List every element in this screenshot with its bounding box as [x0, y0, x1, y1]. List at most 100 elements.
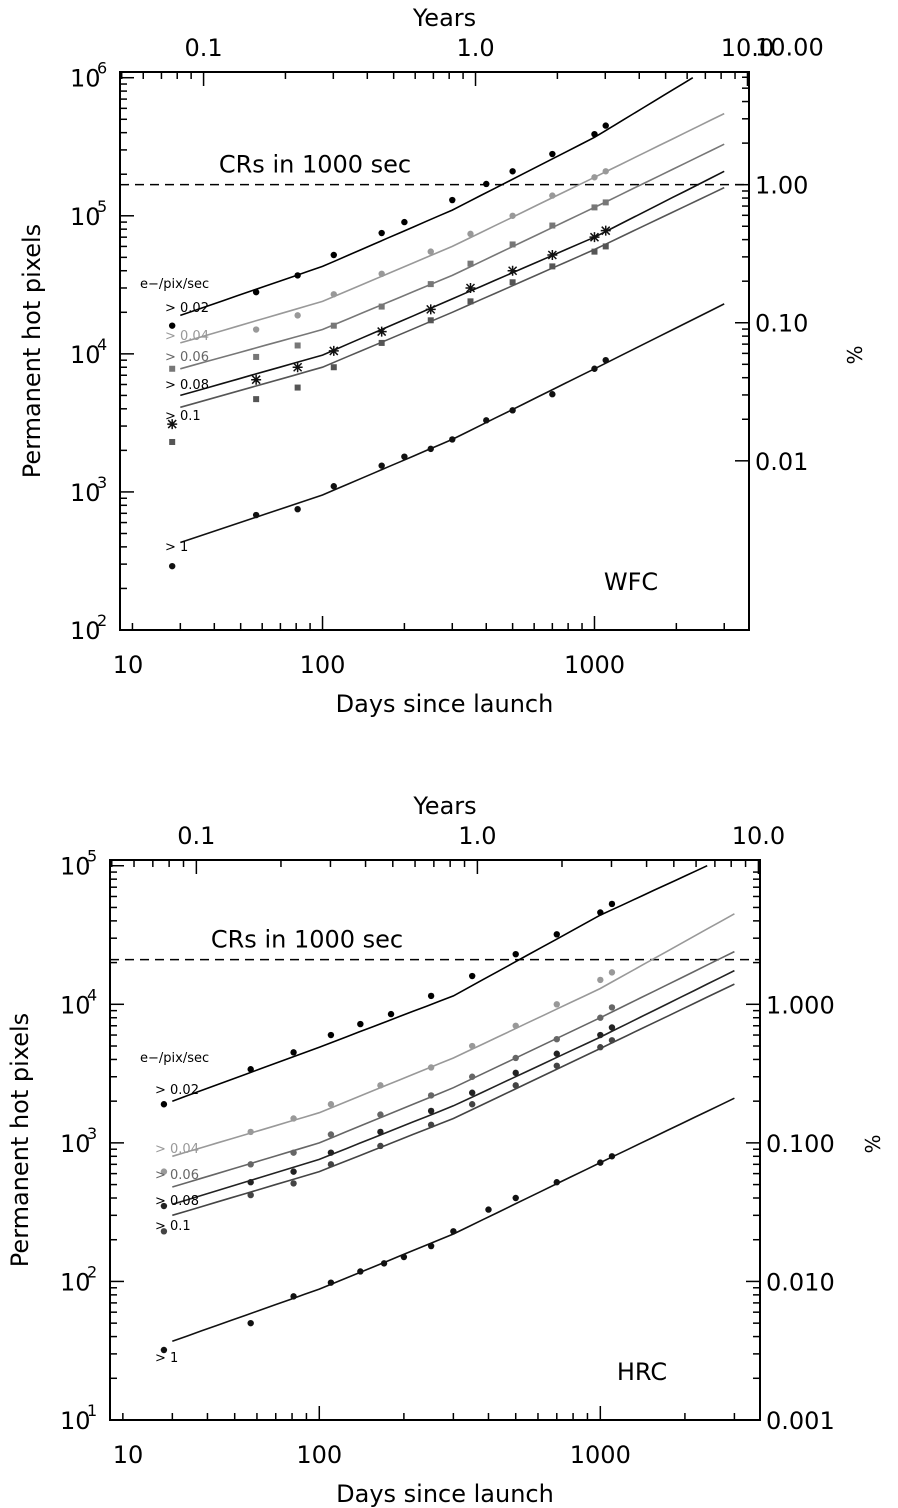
data-point: [247, 1066, 254, 1073]
data-point: [591, 248, 598, 255]
y-tick-label: 10: [70, 65, 101, 93]
data-point: [377, 1111, 384, 1118]
x-axis-label: Days since launch: [336, 1480, 554, 1508]
data-point: [427, 1107, 435, 1115]
y-tick-exponent: 4: [87, 985, 97, 1004]
cr-reference-label: CRs in 1000 sec: [211, 926, 403, 954]
legend-label: > 0.02: [165, 301, 209, 316]
y2-tick-label: 10.00: [755, 34, 824, 62]
data-point: [512, 950, 519, 958]
data-point: [468, 972, 476, 980]
y-tick-exponent: 1: [87, 1401, 97, 1420]
y-tick-label: 10: [60, 1130, 91, 1158]
data-point: [547, 249, 558, 260]
data-point: [160, 1101, 168, 1108]
data-point: [357, 1020, 364, 1028]
data-point: [330, 291, 337, 298]
data-point: [608, 1037, 616, 1044]
y2-axis-label: %: [843, 345, 867, 364]
data-point: [290, 1293, 297, 1300]
series-5: [160, 1097, 735, 1354]
data-point: [378, 462, 385, 469]
data-point: [290, 1149, 297, 1156]
data-point: [330, 322, 337, 329]
data-point: [427, 1121, 435, 1129]
y-tick-label: 10: [70, 203, 101, 231]
data-point: [468, 1101, 476, 1108]
legend-label: > 0.06: [155, 1168, 199, 1183]
data-point: [327, 1031, 335, 1039]
data-point: [467, 298, 474, 305]
data-point: [378, 339, 385, 346]
fit-line: [172, 864, 708, 1102]
y-tick-exponent: 5: [97, 197, 107, 216]
series-3: [167, 170, 725, 430]
data-point: [602, 243, 609, 250]
top-tick-label: 1.0: [456, 34, 494, 62]
data-point: [247, 1191, 254, 1199]
x-tick-label: 100: [300, 651, 346, 679]
series-1: [180, 112, 725, 344]
data-point: [160, 1202, 168, 1210]
data-point: [427, 281, 434, 288]
data-point: [449, 436, 456, 443]
y2-tick-label: 0.001: [766, 1407, 835, 1435]
data-point: [427, 317, 434, 324]
data-point: [591, 130, 598, 138]
data-point: [327, 1149, 335, 1156]
data-point: [292, 362, 303, 373]
y2-tick-label: 0.10: [755, 310, 808, 338]
data-point: [378, 229, 385, 237]
top-axis-label: Years: [412, 4, 476, 32]
fit-line: [180, 77, 694, 317]
legend-label: > 0.04: [165, 329, 209, 344]
data-point: [589, 232, 600, 243]
fit-line: [172, 1097, 735, 1343]
data-point: [327, 1101, 335, 1108]
legend-label: > 0.1: [155, 1219, 191, 1234]
top-axis-label: Years: [412, 792, 476, 820]
legend-label: > 1: [155, 1351, 178, 1366]
data-point: [512, 1194, 519, 1202]
y-tick-exponent: 3: [97, 473, 107, 492]
legend-label: > 0.1: [165, 409, 201, 424]
data-point: [168, 322, 176, 329]
data-point: [485, 1206, 492, 1213]
data-point: [160, 1346, 168, 1354]
plot-frame: [119, 71, 750, 631]
data-point: [327, 1131, 335, 1138]
y-tick-label: 10: [60, 1407, 91, 1435]
data-point: [553, 1001, 560, 1008]
fit-line: [172, 913, 735, 1158]
data-point: [294, 312, 301, 319]
data-point: [427, 1092, 435, 1099]
legend-title: e−/pix/sec: [140, 1051, 209, 1066]
data-point: [427, 1064, 435, 1071]
data-point: [512, 1022, 519, 1029]
data-point: [600, 225, 611, 236]
data-point: [401, 218, 408, 226]
data-point: [160, 1168, 168, 1175]
top-tick-label: 10.0: [732, 822, 785, 850]
data-point: [468, 1089, 476, 1096]
data-point: [294, 342, 301, 349]
top-tick-label: 10.0: [721, 34, 774, 62]
data-point: [247, 1128, 254, 1136]
data-point: [252, 288, 260, 296]
data-point: [168, 562, 176, 570]
data-point: [468, 1073, 476, 1080]
y-tick-label: 10: [70, 617, 101, 645]
data-point: [427, 992, 435, 1000]
y2-tick-label: 0.010: [766, 1268, 835, 1296]
data-point: [549, 391, 556, 398]
data-point: [597, 1044, 604, 1051]
data-point: [380, 1260, 388, 1267]
y2-tick-label: 0.100: [766, 1130, 835, 1158]
y-tick-label: 10: [70, 479, 101, 507]
data-point: [591, 365, 598, 372]
data-point: [252, 511, 260, 519]
data-point: [330, 251, 337, 259]
fit-line: [180, 170, 725, 397]
